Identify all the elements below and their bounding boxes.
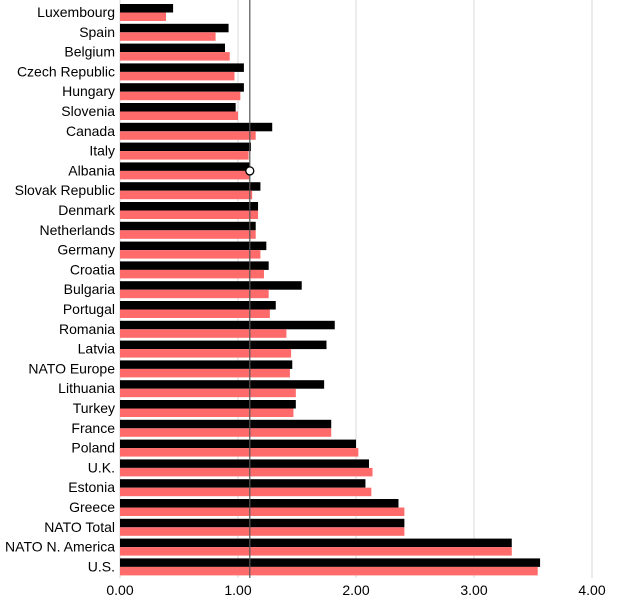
bar-series-2 [120,210,259,219]
bar-series-1 [120,162,250,171]
category-label: Poland [71,440,115,456]
bar-series-1 [120,4,174,13]
category-label: NATO Europe [28,360,115,376]
bar-series-1 [120,122,273,132]
bar-series-2 [120,111,238,120]
bar-series-1 [120,558,541,567]
category-label: Albania [68,162,115,178]
bar-series-2 [120,487,372,497]
bar-series-2 [120,309,270,318]
category-label: Hungary [62,83,115,99]
category-label: Denmark [58,202,116,218]
category-label: NATO Total [44,519,115,535]
category-label: U.K. [88,459,115,475]
bar-series-1 [120,261,269,270]
category-label: Slovenia [61,103,115,119]
bar-series-1 [120,360,293,369]
bar-series-1 [120,23,229,33]
x-tick-label: 3.00 [460,582,487,598]
bar-series-2 [120,289,269,299]
bar-series-1 [120,182,261,191]
category-label: U.S. [88,558,115,574]
category-label: Estonia [68,479,115,495]
bar-series-2 [120,131,256,140]
category-label: Luxembourg [37,4,115,20]
bar-series-1 [120,439,356,449]
bar-series-2 [120,408,294,417]
bar-series-2 [120,547,512,556]
category-label: NATO N. America [5,539,115,555]
bar-series-2 [120,349,292,358]
category-label: Croatia [70,261,115,277]
x-tick-label: 2.00 [342,582,369,598]
category-label: Greece [69,499,115,515]
bar-series-1 [120,241,267,251]
bar-series-2 [120,428,332,437]
bar-series-2 [120,71,235,81]
bar-series-1 [120,83,244,92]
category-label: Turkey [73,400,115,416]
x-tick-label: 4.00 [578,582,605,598]
bar-series-1 [120,459,369,468]
category-label: Portugal [63,301,115,317]
bar-series-1 [120,320,335,330]
bar-series-2 [120,170,250,180]
bar-series-1 [120,538,512,548]
category-label: Canada [66,123,115,139]
x-tick-label: 0.00 [106,582,133,598]
bar-series-1 [120,340,327,350]
category-label: France [71,420,115,436]
bar-series-2 [120,190,253,200]
category-label: Spain [79,24,115,40]
bar-series-1 [120,380,325,389]
category-label: Czech Republic [17,63,115,79]
bar-series-2 [120,448,359,457]
bar-series-1 [120,43,226,53]
bar-series-1 [120,103,236,112]
bar-series-2 [120,12,167,21]
bar-series-2 [120,91,241,101]
bar-series-2 [120,32,216,41]
bar-series-1 [120,518,405,528]
bar-series-1 [120,221,256,231]
bar-series-2 [120,269,264,279]
bar-series-2 [120,388,296,398]
bar-series-2 [120,467,373,477]
category-label: Lithuania [58,380,115,396]
bar-series-2 [120,52,230,61]
bar-series-2 [120,527,405,536]
category-label: Slovak Republic [15,182,115,198]
category-label: Belgium [64,44,115,60]
bar-series-2 [120,566,538,576]
bar-series-1 [120,479,366,488]
category-label: Bulgaria [64,281,116,297]
bar-series-2 [120,250,261,259]
bar-series-1 [120,281,302,290]
bar-series-2 [120,368,290,378]
bar-series-2 [120,507,405,516]
reference-marker [245,166,255,176]
bar-series-2 [120,329,287,338]
x-tick-label: 1.00 [224,582,251,598]
bar-series-1 [120,499,399,508]
bar-series-1 [120,202,259,211]
bar-series-1 [120,63,244,72]
category-label: Latvia [78,341,116,357]
bar-series-1 [120,142,251,152]
category-label: Romania [59,321,115,337]
bar-series-1 [120,419,332,429]
bar-series-1 [120,301,276,310]
bar-series-1 [120,400,296,409]
bar-series-2 [120,230,256,239]
category-label: Netherlands [40,222,116,238]
category-label: Germany [57,242,115,258]
category-label: Italy [89,143,115,159]
bar-series-2 [120,151,249,160]
